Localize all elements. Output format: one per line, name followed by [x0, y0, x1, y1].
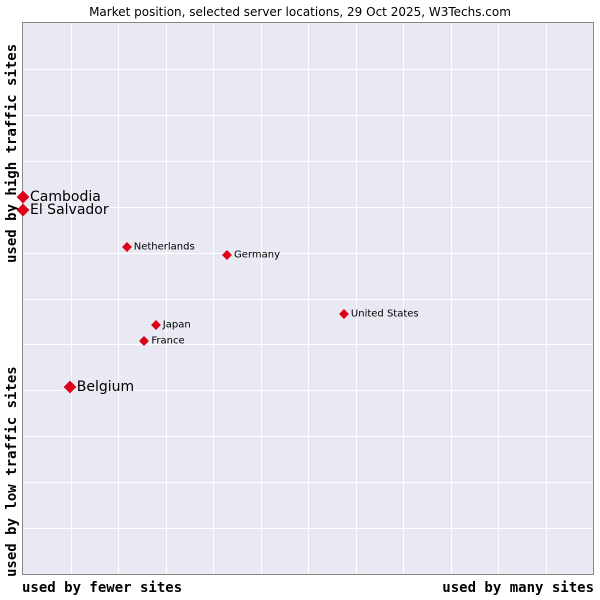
data-point-label-france: France: [151, 335, 185, 347]
data-point-label-united-states: United States: [350, 308, 419, 320]
data-point-label-japan: Japan: [162, 319, 191, 331]
data-point-label-belgium: Belgium: [76, 378, 135, 395]
data-point-netherlands: [121, 242, 132, 253]
gridline-horizontal: [23, 482, 593, 484]
chart-title: Market position, selected server locatio…: [89, 5, 511, 19]
y-axis-label-high-traffic: used by high traffic sites: [4, 43, 20, 263]
gridline-horizontal: [23, 344, 593, 346]
gridline-horizontal: [23, 528, 593, 530]
data-point-japan: [150, 319, 161, 330]
gridline-horizontal: [23, 114, 593, 116]
x-axis-label-fewer-sites: used by fewer sites: [22, 580, 183, 596]
data-point-label-cambodia: Cambodia: [30, 189, 101, 206]
data-point-label-netherlands: Netherlands: [133, 241, 195, 253]
data-point-united-states: [338, 308, 349, 319]
gridline-horizontal: [23, 436, 593, 438]
gridline-horizontal: [23, 298, 593, 300]
gridline-horizontal: [23, 390, 593, 392]
gridline-horizontal: [23, 206, 593, 208]
gridline-horizontal: [23, 252, 593, 254]
data-point-germany: [222, 250, 232, 260]
data-point-label-el-salvador: El Salvador: [30, 202, 109, 219]
gridline-horizontal: [23, 68, 593, 70]
data-point-label-germany: Germany: [234, 249, 281, 261]
gridline-horizontal: [23, 160, 593, 162]
plot-area: Cambodia El Salvador Netherlands Germany Uni…: [16, 22, 594, 575]
x-axis-label-many-sites: used by many sites: [442, 580, 594, 596]
y-axis-label-low-traffic: used by low traffic sites: [4, 366, 20, 577]
